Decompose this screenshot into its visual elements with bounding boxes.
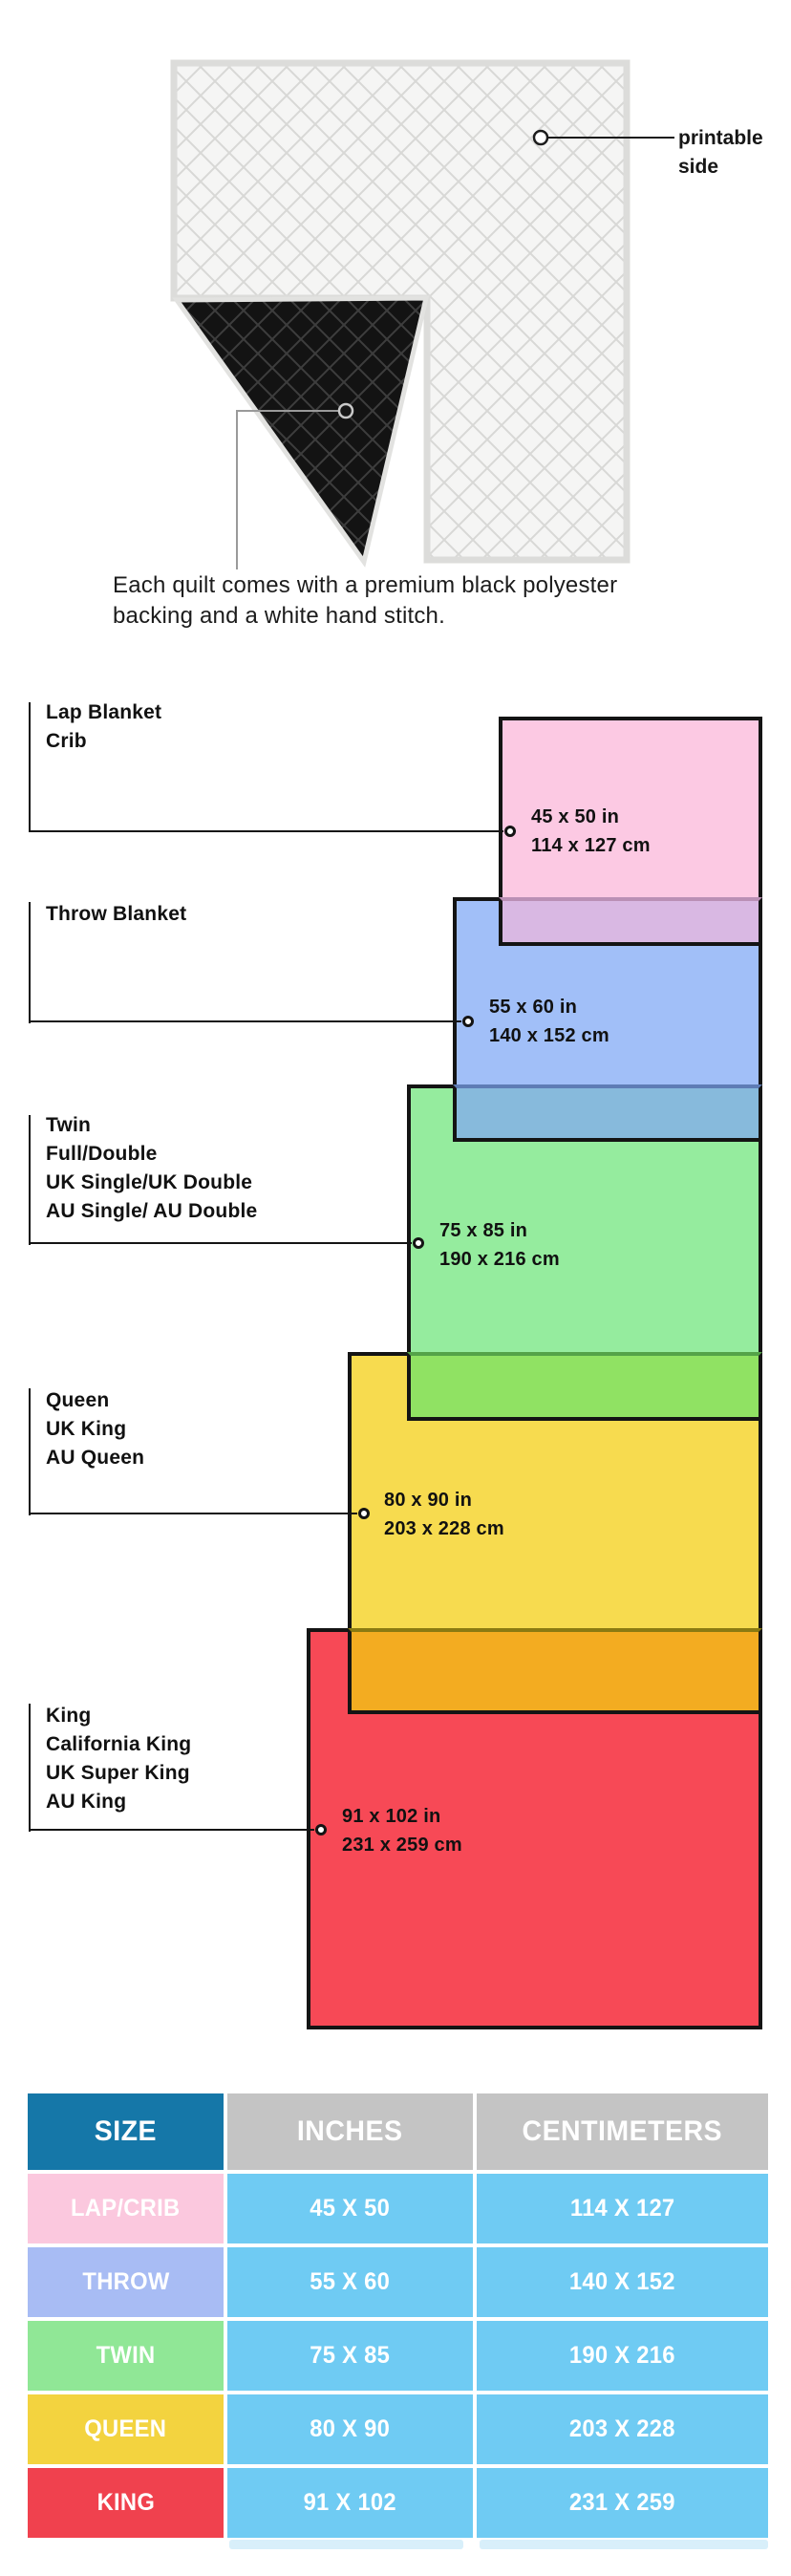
- label-lap-crib: Lap Blanket Crib: [46, 698, 161, 756]
- leader-line: [29, 1020, 461, 1022]
- table-row-twin: TWIN 75 X 85 190 X 216: [28, 2321, 768, 2391]
- row-label: TWIN: [28, 2321, 224, 2391]
- table-row-king: KING 91 X 102 231 X 259: [28, 2468, 768, 2538]
- row-label: LAP/CRIB: [28, 2174, 224, 2243]
- label-queen: Queen UK King AU Queen: [46, 1386, 144, 1472]
- table-row-queen: QUEEN 80 X 90 203 X 228: [28, 2394, 768, 2464]
- marker-icon: [413, 1237, 424, 1249]
- label-line: Full/Double: [46, 1143, 158, 1165]
- printable-marker-icon: [532, 129, 549, 146]
- dims-cm: 231 x 259 cm: [342, 1835, 462, 1856]
- row-cm: 190 X 216: [477, 2321, 768, 2391]
- leader-line: [29, 1242, 412, 1244]
- leader-line: [29, 902, 31, 1023]
- quilt-caption-line2: backing and a white hand stitch.: [113, 603, 445, 629]
- dims-king: 91 x 102 in 231 x 259 cm: [342, 1802, 462, 1859]
- dims-inches: 80 x 90 in: [384, 1490, 473, 1511]
- table-row-lap: LAP/CRIB 45 X 50 114 X 127: [28, 2174, 768, 2243]
- label-line: UK Super King: [46, 1762, 190, 1784]
- header-size: SIZE: [28, 2093, 224, 2170]
- dims-inches: 75 x 85 in: [439, 1220, 528, 1241]
- leader-line: [29, 1115, 31, 1245]
- header-inches: INCHES: [227, 2093, 473, 2170]
- quilt-illustration: [170, 59, 674, 569]
- label-line: King: [46, 1705, 92, 1727]
- leader-line: [29, 830, 503, 832]
- label-line: California King: [46, 1733, 192, 1755]
- label-line: UK King: [46, 1418, 127, 1440]
- leader-line: [29, 702, 31, 832]
- printable-side-line2: side: [678, 156, 719, 178]
- dims-cm: 203 x 228 cm: [384, 1518, 504, 1539]
- dims-twin: 75 x 85 in 190 x 216 cm: [439, 1216, 560, 1274]
- dims-inches: 45 x 50 in: [531, 806, 620, 827]
- dims-inches: 91 x 102 in: [342, 1806, 441, 1827]
- leader-line: [29, 1513, 357, 1514]
- size-table-header: SIZE INCHES CENTIMETERS: [28, 2093, 768, 2170]
- row-inches: 75 X 85: [227, 2321, 473, 2391]
- row-inches: 91 X 102: [227, 2468, 473, 2538]
- row-label: THROW: [28, 2247, 224, 2317]
- backing-leader-line: [236, 410, 339, 569]
- row-cm: 203 X 228: [477, 2394, 768, 2464]
- marker-icon: [358, 1508, 370, 1519]
- leader-line: [29, 1388, 31, 1515]
- label-line: AU King: [46, 1791, 127, 1813]
- row-label: QUEEN: [28, 2394, 224, 2464]
- dims-throw: 55 x 60 in 140 x 152 cm: [489, 993, 609, 1050]
- label-line: Crib: [46, 730, 87, 752]
- row-cm: 114 X 127: [477, 2174, 768, 2243]
- table-row-throw: THROW 55 X 60 140 X 152: [28, 2247, 768, 2317]
- label-line: AU Single/ AU Double: [46, 1200, 258, 1222]
- dims-queen: 80 x 90 in 203 x 228 cm: [384, 1486, 504, 1543]
- leader-line: [29, 1704, 31, 1832]
- backing-marker-icon: [337, 402, 354, 419]
- table-footer-sliver: [229, 2540, 463, 2549]
- table-footer-sliver: [480, 2540, 768, 2549]
- overlap-band-lap-throw: [499, 897, 762, 946]
- row-label: KING: [28, 2468, 224, 2538]
- overlap-band-twin-queen: [407, 1352, 762, 1421]
- label-line: AU Queen: [46, 1447, 145, 1469]
- dims-cm: 190 x 216 cm: [439, 1249, 560, 1270]
- printable-side-label: printable side: [678, 124, 763, 182]
- label-line: UK Single/UK Double: [46, 1171, 253, 1193]
- label-line: Queen: [46, 1389, 110, 1411]
- dims-cm: 140 x 152 cm: [489, 1025, 609, 1046]
- label-line: Lap Blanket: [46, 701, 162, 723]
- leader-line: [29, 1829, 314, 1831]
- label-king: King California King UK Super King AU Ki…: [46, 1702, 191, 1816]
- label-twin: Twin Full/Double UK Single/UK Double AU …: [46, 1111, 257, 1226]
- dims-lap: 45 x 50 in 114 x 127 cm: [531, 803, 651, 860]
- label-line: Throw Blanket: [46, 903, 187, 925]
- row-inches: 55 X 60: [227, 2247, 473, 2317]
- printable-side-line1: printable: [678, 127, 763, 149]
- label-throw: Throw Blanket: [46, 900, 186, 929]
- label-line: Twin: [46, 1114, 92, 1136]
- quilt-caption: Each quilt comes with a premium black po…: [113, 570, 705, 632]
- dims-inches: 55 x 60 in: [489, 997, 578, 1018]
- quilt-back-fold: [172, 295, 430, 568]
- quilt-caption-line1: Each quilt comes with a premium black po…: [113, 572, 618, 598]
- header-centimeters: CENTIMETERS: [477, 2093, 768, 2170]
- row-cm: 140 X 152: [477, 2247, 768, 2317]
- size-table: SIZE INCHES CENTIMETERS LAP/CRIB 45 X 50…: [28, 2093, 768, 2538]
- overlap-band-throw-twin: [453, 1084, 762, 1142]
- row-inches: 80 X 90: [227, 2394, 473, 2464]
- marker-icon: [504, 826, 516, 837]
- overlap-band-queen-king: [348, 1628, 762, 1714]
- row-inches: 45 X 50: [227, 2174, 473, 2243]
- marker-icon: [315, 1824, 327, 1835]
- dims-cm: 114 x 127 cm: [531, 835, 651, 856]
- row-cm: 231 X 259: [477, 2468, 768, 2538]
- marker-icon: [462, 1016, 474, 1027]
